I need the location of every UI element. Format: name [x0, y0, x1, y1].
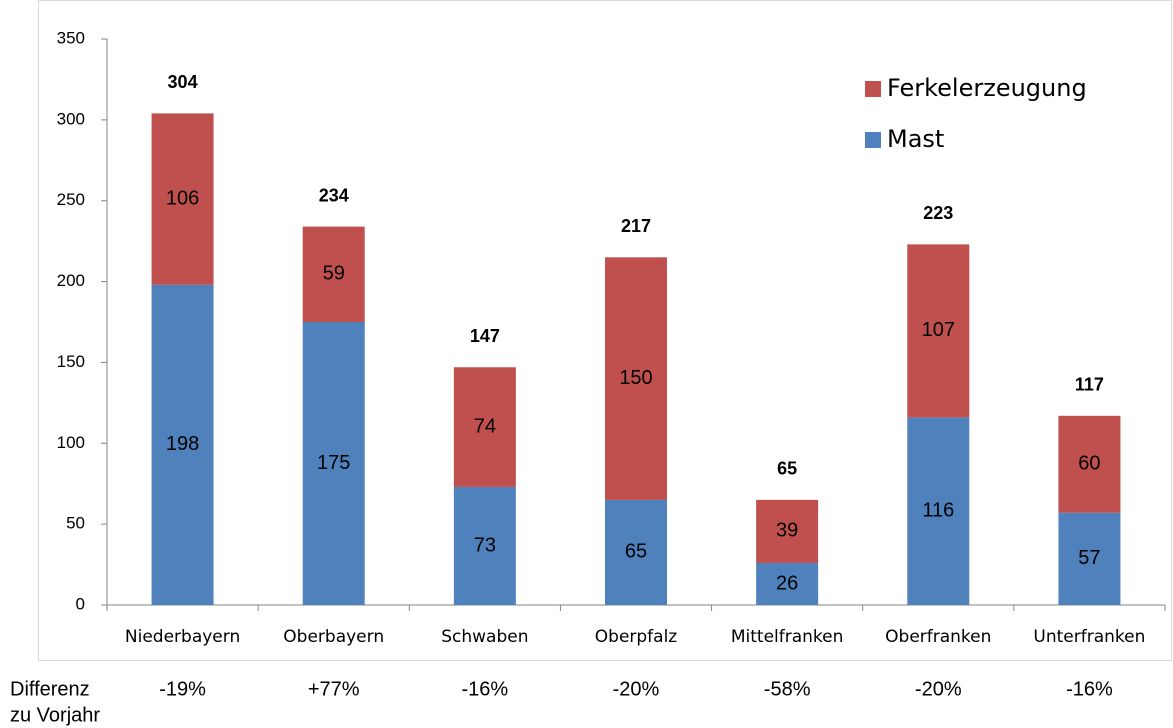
- bar-segment: [302, 322, 365, 605]
- data-label: 74: [474, 415, 496, 437]
- total-label: 147: [470, 326, 500, 346]
- x-tick-label: Schwaben: [441, 627, 528, 647]
- y-tick-label: 0: [76, 594, 85, 613]
- data-label: 26: [776, 572, 798, 594]
- legend-label: Mast: [887, 125, 944, 153]
- legend-swatch: [865, 81, 881, 97]
- x-tick-label: Niederbayern: [125, 627, 240, 647]
- bar-segment: [453, 486, 516, 605]
- legend-label: Ferkelerzeugung: [887, 74, 1087, 102]
- total-label: 65: [777, 459, 797, 479]
- bar-segment: [151, 284, 214, 605]
- difference-label: zu Vorjahr: [10, 704, 100, 726]
- chart-frame: [38, 0, 1172, 661]
- x-tick-label: Mittelfranken: [731, 627, 844, 647]
- y-tick-label: 350: [57, 28, 85, 47]
- x-tick-label: Oberpfalz: [595, 627, 678, 647]
- difference-value: -16%: [1066, 678, 1113, 700]
- difference-value: -58%: [764, 678, 811, 700]
- total-label: 117: [1075, 375, 1104, 395]
- total-label: 234: [319, 185, 349, 205]
- data-label: 65: [625, 541, 647, 563]
- bar-segment: [756, 499, 819, 563]
- bar-segment: [1058, 512, 1121, 605]
- data-label: 116: [922, 499, 954, 521]
- x-tick-label: Unterfranken: [1033, 627, 1145, 647]
- bar-segment: [302, 226, 365, 322]
- legend-swatch: [865, 132, 881, 148]
- difference-value: -20%: [613, 678, 660, 700]
- difference-value: -19%: [159, 678, 206, 700]
- data-label: 175: [317, 452, 350, 474]
- bar-segment: [605, 257, 667, 500]
- data-label: 107: [922, 319, 955, 341]
- data-label: 73: [474, 534, 496, 556]
- y-tick-label: 50: [66, 514, 85, 533]
- data-label: 106: [166, 187, 199, 209]
- bar-segment: [907, 417, 970, 605]
- total-label: 304: [168, 72, 198, 92]
- y-tick-label: 100: [57, 433, 85, 452]
- bar-segment: [907, 244, 970, 418]
- bar-segment: [605, 499, 667, 605]
- y-tick-label: 300: [57, 109, 85, 128]
- bar-segment: [1058, 415, 1121, 513]
- data-label: 198: [166, 433, 199, 455]
- data-label: 39: [776, 520, 798, 542]
- total-label: 223: [923, 203, 953, 223]
- x-tick-label: Oberbayern: [283, 627, 384, 647]
- difference-label: Differenz: [10, 678, 90, 700]
- data-label: 57: [1078, 547, 1100, 569]
- data-label: 150: [619, 367, 652, 389]
- y-tick-label: 250: [57, 190, 85, 209]
- data-label: 60: [1078, 453, 1100, 475]
- y-tick-label: 200: [57, 271, 85, 290]
- y-tick-label: 150: [57, 352, 85, 371]
- data-label: 59: [323, 263, 345, 285]
- difference-value: -20%: [915, 678, 962, 700]
- bar-segment: [151, 113, 214, 285]
- difference-value: -16%: [462, 678, 509, 700]
- bar-segment: [453, 367, 516, 487]
- bar-segment: [756, 562, 819, 605]
- total-label: 217: [621, 216, 651, 236]
- x-tick-label: Oberfranken: [885, 627, 991, 647]
- difference-value: +77%: [308, 678, 360, 700]
